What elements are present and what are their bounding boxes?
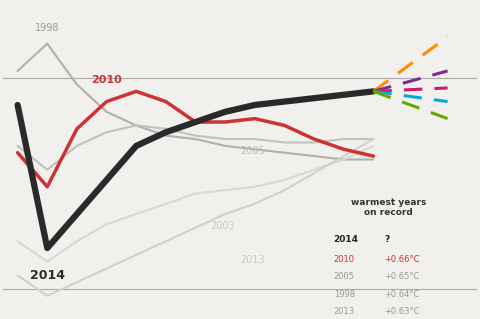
Text: 2005: 2005 <box>240 146 265 156</box>
Text: +0.66°C: +0.66°C <box>384 255 420 263</box>
Text: 2013: 2013 <box>334 307 355 316</box>
Text: 2014: 2014 <box>334 235 359 244</box>
Text: ?: ? <box>384 235 389 244</box>
Text: +0.65°C: +0.65°C <box>384 272 420 281</box>
Text: +0.64°C: +0.64°C <box>384 290 420 299</box>
Text: 2010: 2010 <box>91 75 122 85</box>
Text: 1998: 1998 <box>334 290 355 299</box>
Text: +0.63°C: +0.63°C <box>384 307 420 316</box>
Text: 1998: 1998 <box>35 23 60 33</box>
Text: 2010: 2010 <box>334 255 355 263</box>
Text: 2013: 2013 <box>240 255 264 265</box>
Text: 2003: 2003 <box>210 221 235 231</box>
Text: warmest years
on record: warmest years on record <box>351 198 427 217</box>
Text: 2005: 2005 <box>334 272 355 281</box>
Text: 2014: 2014 <box>30 269 65 282</box>
